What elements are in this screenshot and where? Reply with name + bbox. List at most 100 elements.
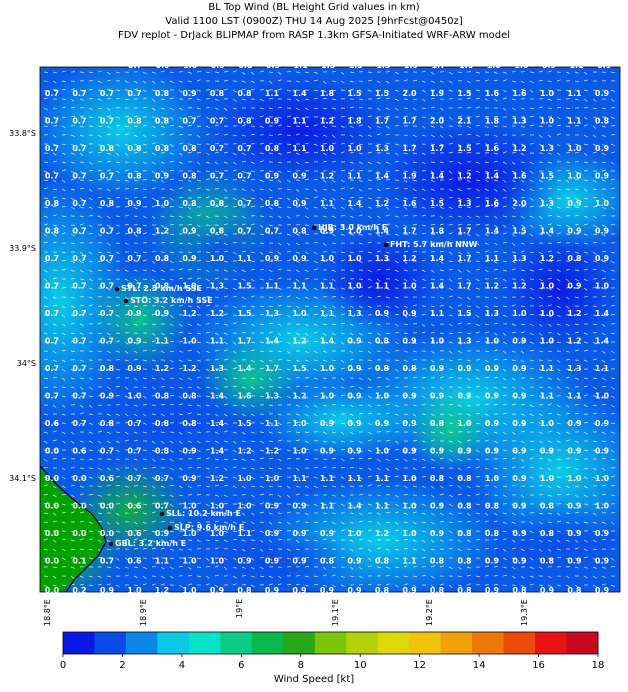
wind-arrow (151, 511, 156, 514)
wind-arrow (520, 403, 525, 406)
wind-arrow (367, 557, 372, 561)
wind-arrow (106, 242, 111, 246)
grid-value: 0.7 (100, 337, 114, 346)
wind-arrow (601, 89, 606, 93)
wind-arrow (538, 332, 543, 336)
wind-arrow (484, 179, 489, 183)
wind-arrow (88, 538, 93, 541)
wind-arrow (61, 413, 66, 416)
wind-arrow (592, 412, 597, 415)
grid-value: 0.8 (430, 557, 445, 566)
wind-arrow (457, 467, 462, 471)
wind-arrow (493, 448, 498, 451)
wind-arrow (394, 539, 399, 542)
station-label-slp: SLP: 9.6 km/h E (174, 523, 244, 532)
wind-arrow (277, 79, 282, 82)
wind-arrow (313, 413, 318, 417)
wind-arrow (70, 449, 75, 452)
wind-arrow (52, 205, 57, 208)
wind-arrow (259, 215, 265, 217)
wind-arrow (574, 359, 580, 361)
wind-arrow (592, 116, 597, 119)
grid-value: 0.6 (100, 474, 115, 483)
wind-arrow (250, 566, 255, 570)
grid-value: 0.6 (127, 502, 142, 511)
wind-arrow (241, 566, 246, 569)
wind-arrow (106, 539, 111, 543)
wind-arrow (79, 296, 85, 298)
wind-arrow (106, 313, 111, 316)
wind-arrow (205, 448, 210, 451)
wind-arrow (520, 179, 525, 183)
wind-arrow (511, 368, 516, 372)
wind-arrow (574, 188, 579, 191)
wind-arrow (529, 188, 534, 191)
wind-arrow (430, 134, 435, 138)
wind-arrow (304, 332, 309, 336)
wind-arrow (250, 314, 256, 316)
wind-arrow (403, 278, 408, 282)
wind-arrow (412, 448, 417, 451)
wind-arrow (241, 413, 246, 417)
grid-value: 1.1 (375, 282, 390, 291)
wind-arrow (484, 296, 489, 299)
colorbar-swatch (94, 632, 127, 654)
wind-arrow (286, 395, 291, 399)
wind-arrow (70, 134, 75, 137)
wind-arrow (187, 80, 192, 83)
wind-arrow (223, 332, 228, 335)
wind-arrow (520, 80, 525, 84)
wind-arrow (187, 583, 192, 586)
wind-arrow (160, 259, 165, 262)
wind-arrow (556, 386, 561, 389)
grid-value: 1.0 (182, 557, 197, 566)
grid-value: 0.9 (402, 309, 417, 318)
wind-arrow (466, 251, 471, 255)
wind-arrow (376, 295, 381, 298)
wind-arrow (106, 278, 111, 281)
wind-arrow (79, 98, 84, 101)
wind-arrow (178, 296, 183, 300)
wind-arrow (592, 151, 597, 154)
wind-arrow (358, 377, 363, 380)
wind-arrow (277, 313, 282, 316)
wind-arrow (484, 250, 489, 253)
wind-arrow (466, 97, 471, 100)
wind-arrow (322, 143, 328, 145)
wind-arrow (592, 143, 597, 147)
station-dot-fht (383, 242, 389, 248)
wind-arrow (349, 566, 354, 570)
wind-arrow (250, 404, 255, 408)
wind-arrow (268, 440, 274, 442)
wind-arrow (448, 116, 453, 120)
grid-value: 1.4 (265, 337, 280, 346)
wind-arrow (232, 89, 237, 93)
wind-arrow (187, 349, 192, 352)
wind-arrow (277, 575, 282, 579)
wind-arrow (583, 422, 589, 424)
wind-arrow (556, 520, 561, 523)
wind-arrow (376, 89, 382, 92)
wind-arrow (475, 314, 480, 318)
wind-arrow (340, 115, 345, 118)
wind-arrow (484, 260, 489, 263)
wind-arrow (70, 566, 75, 569)
wind-arrow (232, 224, 238, 226)
wind-arrow (79, 530, 85, 532)
wind-arrow (547, 314, 552, 318)
wind-arrow (592, 196, 597, 199)
wind-arrow (169, 304, 174, 307)
grid-value: 0.7 (45, 172, 59, 181)
grid-value: 1.0 (237, 474, 252, 483)
wind-arrow (601, 233, 606, 237)
wind-arrow (421, 242, 426, 245)
wind-arrow (196, 341, 202, 343)
wind-arrow (187, 548, 192, 551)
wind-arrow (250, 341, 255, 344)
wind-arrow (259, 98, 264, 102)
wind-arrow (565, 224, 570, 228)
wind-arrow (349, 512, 355, 514)
wind-arrow (439, 206, 444, 209)
wind-arrow (133, 556, 138, 559)
wind-arrow (493, 260, 498, 264)
